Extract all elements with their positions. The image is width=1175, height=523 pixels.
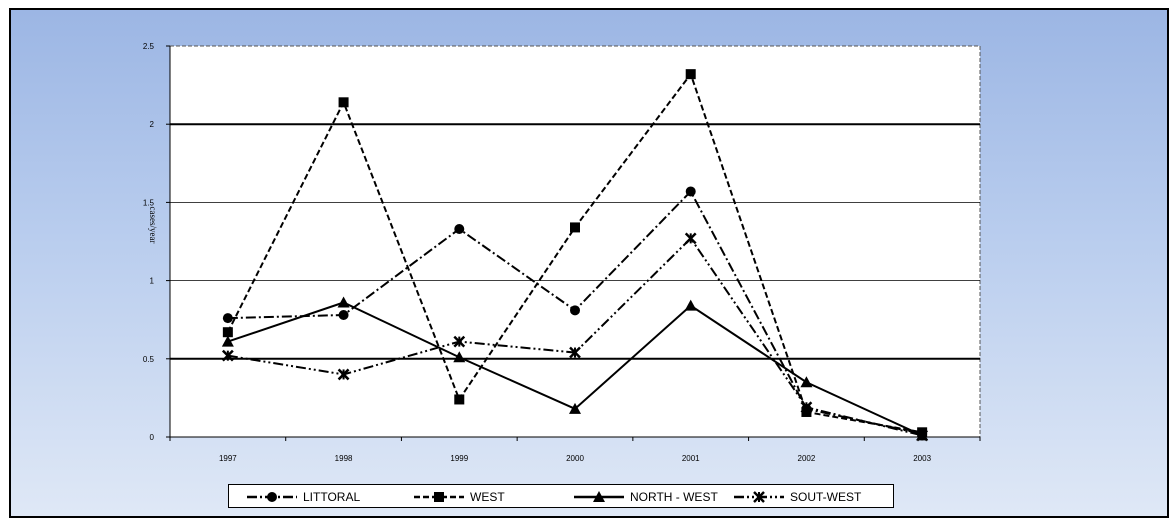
data-point-circle xyxy=(570,305,580,316)
y-tick-label: 2 xyxy=(150,120,155,129)
x-tick-label: 1999 xyxy=(450,454,468,463)
data-point-triangle xyxy=(453,351,466,363)
legend-label: LITTORAL xyxy=(303,490,360,504)
data-point-square xyxy=(685,69,696,80)
series-sout-west xyxy=(221,232,929,442)
series-lines xyxy=(221,69,929,442)
data-point-circle xyxy=(267,492,277,502)
x-tick-label: 1998 xyxy=(335,454,353,463)
legend: LITTORAL WEST NORTH - WEST SOUT-WEST xyxy=(228,484,894,508)
data-point-square xyxy=(222,327,233,338)
y-tick-label: 1 xyxy=(150,277,155,286)
legend-entry: NORTH - WEST xyxy=(574,490,718,504)
data-point-circle xyxy=(222,313,233,324)
x-tick-label: 2001 xyxy=(682,454,700,463)
y-tick-label: 0 xyxy=(150,433,155,442)
data-point-star xyxy=(800,401,813,414)
data-point-triangle xyxy=(593,491,605,502)
data-point-star xyxy=(916,429,929,442)
gridlines xyxy=(170,123,980,360)
data-point-triangle xyxy=(800,376,813,388)
x-tick-label: 2002 xyxy=(798,454,816,463)
data-point-star xyxy=(337,368,350,381)
data-point-circle xyxy=(454,223,465,234)
y-tick-label: 2.5 xyxy=(143,42,155,51)
data-point-star xyxy=(753,491,765,503)
data-point-star xyxy=(569,346,581,359)
legend-entry: WEST xyxy=(414,490,505,504)
y-axis-title: cases/year xyxy=(148,207,158,244)
axes: 0 0.5 1 1.5 2 2.5 1997 1998 1999 2000 2001 2002 2003 xyxy=(143,42,981,463)
x-tick-label: 2000 xyxy=(566,454,584,463)
x-tick-label: 1997 xyxy=(219,454,237,463)
legend-label: SOUT-WEST xyxy=(790,490,862,504)
data-point-star xyxy=(221,349,234,362)
y-tick-label: 1.5 xyxy=(143,198,155,207)
legend-label: WEST xyxy=(470,490,505,504)
legend-entry: SOUT-WEST xyxy=(734,490,862,504)
data-point-circle xyxy=(338,310,349,321)
data-point-star xyxy=(684,232,697,245)
data-point-triangle xyxy=(569,402,581,414)
data-point-star xyxy=(453,335,466,348)
x-tick-label: 2003 xyxy=(913,454,931,463)
legend-entry: LITTORAL xyxy=(247,490,360,504)
data-point-triangle xyxy=(684,299,697,311)
y-tick-label: 0.5 xyxy=(143,355,155,364)
data-point-circle xyxy=(685,186,696,197)
plot-area xyxy=(169,45,981,438)
data-point-square xyxy=(434,492,444,502)
legend-label: NORTH - WEST xyxy=(630,490,718,504)
data-point-triangle xyxy=(337,296,350,308)
data-point-square xyxy=(454,394,465,405)
legend-entries: LITTORAL WEST NORTH - WEST SOUT-WEST xyxy=(247,490,862,504)
data-point-triangle xyxy=(221,335,234,347)
data-point-square xyxy=(570,222,580,233)
data-point-square xyxy=(338,97,349,108)
